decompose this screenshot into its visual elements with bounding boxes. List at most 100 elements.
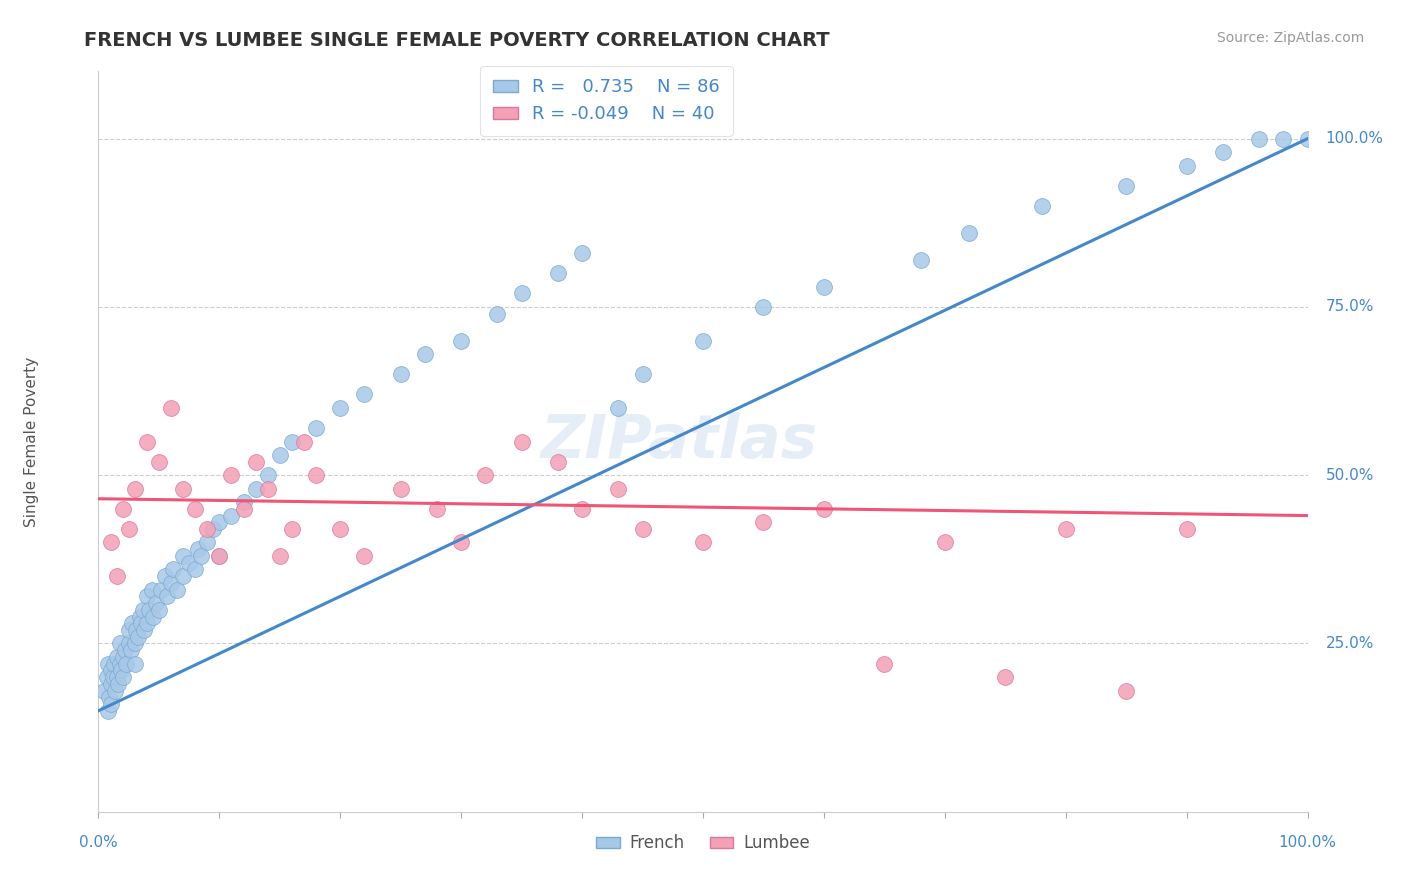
Point bbox=[118, 636, 141, 650]
Point bbox=[692, 535, 714, 549]
Point bbox=[98, 690, 121, 705]
Point bbox=[256, 468, 278, 483]
Point bbox=[269, 549, 291, 563]
Point bbox=[105, 670, 128, 684]
Point bbox=[631, 522, 654, 536]
Point bbox=[353, 387, 375, 401]
Point bbox=[124, 657, 146, 671]
Point bbox=[105, 649, 128, 664]
Point bbox=[172, 482, 194, 496]
Point bbox=[208, 516, 231, 530]
Point bbox=[135, 616, 157, 631]
Text: 0.0%: 0.0% bbox=[79, 835, 118, 850]
Point bbox=[245, 455, 267, 469]
Point bbox=[97, 704, 120, 718]
Point bbox=[132, 603, 155, 617]
Point bbox=[97, 657, 120, 671]
Point bbox=[107, 677, 129, 691]
Point bbox=[111, 649, 134, 664]
Point bbox=[135, 434, 157, 449]
Point bbox=[813, 279, 835, 293]
Point bbox=[245, 482, 267, 496]
Point bbox=[121, 616, 143, 631]
Point bbox=[1296, 131, 1319, 145]
Point bbox=[957, 226, 980, 240]
Point bbox=[150, 582, 173, 597]
Point bbox=[281, 434, 304, 449]
Point bbox=[1115, 178, 1137, 193]
Point bbox=[547, 266, 569, 280]
Point bbox=[256, 482, 278, 496]
Point bbox=[118, 522, 141, 536]
Point bbox=[114, 643, 136, 657]
Point bbox=[111, 501, 134, 516]
Point bbox=[93, 683, 115, 698]
Point bbox=[172, 549, 194, 563]
Point bbox=[100, 535, 122, 549]
Point bbox=[752, 516, 775, 530]
Text: 75.0%: 75.0% bbox=[1326, 300, 1374, 314]
Point bbox=[221, 508, 243, 523]
Point bbox=[100, 677, 122, 691]
Text: 100.0%: 100.0% bbox=[1326, 131, 1384, 146]
Point bbox=[486, 307, 509, 321]
Point bbox=[111, 670, 134, 684]
Point bbox=[208, 549, 231, 563]
Point bbox=[934, 535, 956, 549]
Point bbox=[631, 368, 654, 382]
Point bbox=[353, 549, 375, 563]
Point bbox=[104, 683, 127, 698]
Point bbox=[910, 252, 932, 267]
Point bbox=[1031, 199, 1053, 213]
Point bbox=[1054, 522, 1077, 536]
Point bbox=[281, 522, 304, 536]
Point bbox=[160, 401, 183, 415]
Text: 50.0%: 50.0% bbox=[1326, 467, 1374, 483]
Point bbox=[202, 522, 225, 536]
Point bbox=[129, 616, 152, 631]
Point bbox=[813, 501, 835, 516]
Point bbox=[124, 636, 146, 650]
Point bbox=[607, 482, 630, 496]
Point bbox=[269, 448, 291, 462]
Point bbox=[101, 670, 124, 684]
Point bbox=[96, 670, 118, 684]
Point bbox=[994, 670, 1017, 684]
Point bbox=[450, 334, 472, 348]
Point bbox=[128, 609, 150, 624]
Point bbox=[329, 522, 352, 536]
Point bbox=[156, 590, 179, 604]
Text: 100.0%: 100.0% bbox=[1278, 835, 1337, 850]
Point bbox=[110, 664, 132, 678]
Point bbox=[329, 401, 352, 415]
Text: ZIPatlas: ZIPatlas bbox=[540, 412, 817, 471]
Point bbox=[413, 347, 436, 361]
Point bbox=[547, 455, 569, 469]
Point bbox=[187, 542, 209, 557]
Point bbox=[1249, 131, 1271, 145]
Point bbox=[510, 434, 533, 449]
Point bbox=[607, 401, 630, 415]
Point bbox=[103, 657, 125, 671]
Point bbox=[232, 495, 254, 509]
Point bbox=[195, 535, 218, 549]
Point bbox=[389, 482, 412, 496]
Point bbox=[195, 522, 218, 536]
Point bbox=[510, 286, 533, 301]
Point bbox=[118, 623, 141, 637]
Point bbox=[145, 596, 167, 610]
Legend: French, Lumbee: French, Lumbee bbox=[589, 828, 817, 859]
Text: FRENCH VS LUMBEE SINGLE FEMALE POVERTY CORRELATION CHART: FRENCH VS LUMBEE SINGLE FEMALE POVERTY C… bbox=[84, 31, 830, 50]
Point bbox=[148, 455, 170, 469]
Point bbox=[752, 300, 775, 314]
Point bbox=[873, 657, 896, 671]
Point bbox=[124, 482, 146, 496]
Point bbox=[141, 582, 163, 597]
Point bbox=[135, 590, 157, 604]
Point bbox=[115, 657, 138, 671]
Text: 25.0%: 25.0% bbox=[1326, 636, 1374, 651]
Point bbox=[184, 562, 207, 576]
Point bbox=[305, 421, 328, 435]
Point bbox=[389, 368, 412, 382]
Point bbox=[108, 657, 131, 671]
